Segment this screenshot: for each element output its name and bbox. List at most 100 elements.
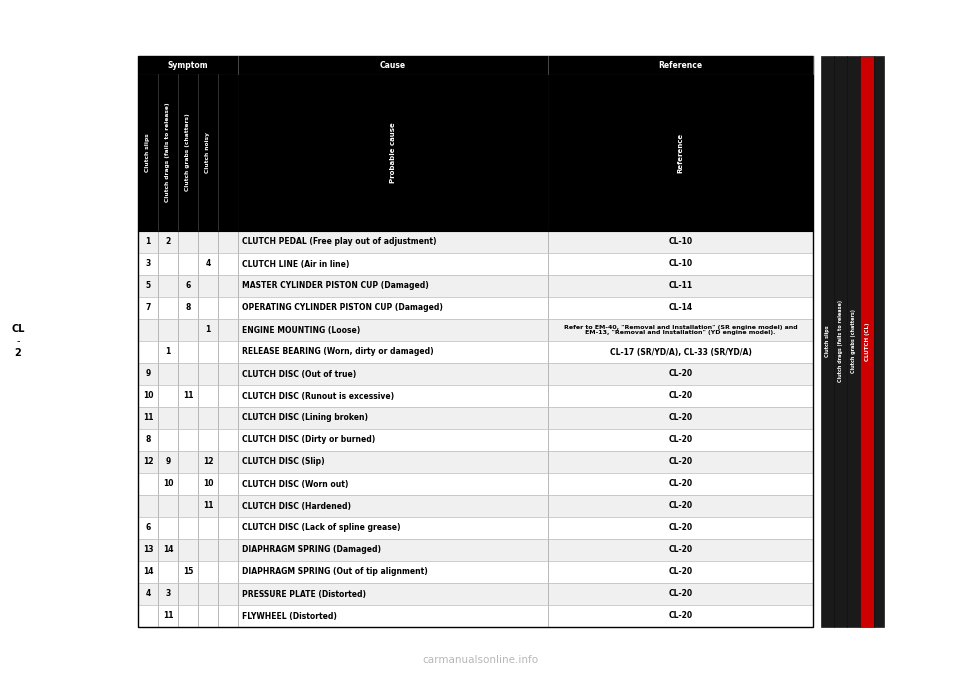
Bar bbox=[238, 363, 548, 385]
Bar bbox=[138, 385, 158, 407]
Text: carmanualsonline.info: carmanualsonline.info bbox=[422, 655, 538, 665]
Bar bbox=[138, 429, 813, 451]
Text: 4: 4 bbox=[145, 589, 151, 599]
Text: FLYWHEEL (Distorted): FLYWHEEL (Distorted) bbox=[242, 612, 337, 620]
Text: CL: CL bbox=[12, 325, 25, 334]
Bar bbox=[548, 407, 813, 429]
Bar bbox=[218, 231, 238, 253]
Text: CL-20: CL-20 bbox=[668, 458, 692, 466]
Bar bbox=[138, 56, 813, 74]
Bar bbox=[548, 429, 813, 451]
Text: 3: 3 bbox=[145, 260, 151, 268]
Text: CLUTCH DISC (Lack of spline grease): CLUTCH DISC (Lack of spline grease) bbox=[242, 523, 400, 532]
Text: CL-20: CL-20 bbox=[668, 523, 692, 532]
Bar bbox=[218, 495, 238, 517]
Text: CL-20: CL-20 bbox=[668, 502, 692, 511]
Bar bbox=[874, 56, 884, 627]
Text: 4: 4 bbox=[205, 260, 210, 268]
Text: CL-20: CL-20 bbox=[668, 414, 692, 422]
Bar bbox=[138, 495, 158, 517]
Bar bbox=[178, 363, 198, 385]
Bar bbox=[198, 605, 218, 627]
Bar bbox=[238, 605, 548, 627]
Bar bbox=[198, 341, 218, 363]
Text: CLUTCH PEDAL (Free play out of adjustment): CLUTCH PEDAL (Free play out of adjustmen… bbox=[242, 237, 437, 247]
Bar bbox=[138, 583, 158, 605]
Bar bbox=[218, 407, 238, 429]
Bar bbox=[158, 275, 178, 297]
Bar bbox=[218, 473, 238, 495]
Bar bbox=[548, 451, 813, 473]
Bar bbox=[238, 517, 548, 539]
Bar bbox=[198, 297, 218, 319]
Bar bbox=[548, 363, 813, 385]
Bar bbox=[138, 319, 813, 341]
Text: 1: 1 bbox=[165, 348, 171, 357]
Bar bbox=[138, 231, 813, 253]
Bar bbox=[238, 385, 548, 407]
Bar bbox=[238, 583, 548, 605]
Text: CL-10: CL-10 bbox=[668, 237, 692, 247]
Bar bbox=[238, 253, 548, 275]
Bar bbox=[178, 495, 198, 517]
Bar bbox=[238, 495, 548, 517]
Bar bbox=[138, 275, 813, 297]
Text: CLUTCH DISC (Out of true): CLUTCH DISC (Out of true) bbox=[242, 370, 356, 378]
Text: CLUTCH DISC (Runout is excessive): CLUTCH DISC (Runout is excessive) bbox=[242, 391, 395, 401]
Bar bbox=[138, 605, 158, 627]
Text: 2: 2 bbox=[14, 348, 21, 359]
Text: CL-20: CL-20 bbox=[668, 612, 692, 620]
Text: CL-20: CL-20 bbox=[668, 391, 692, 401]
Bar bbox=[178, 253, 198, 275]
Bar bbox=[178, 429, 198, 451]
Text: PRESSURE PLATE (Distorted): PRESSURE PLATE (Distorted) bbox=[242, 589, 366, 599]
Text: CLUTCH DISC (Slip): CLUTCH DISC (Slip) bbox=[242, 458, 324, 466]
Bar bbox=[138, 231, 158, 253]
Bar bbox=[158, 561, 178, 583]
Text: Reference: Reference bbox=[659, 60, 703, 70]
Text: Cause: Cause bbox=[380, 60, 406, 70]
Text: CL-11: CL-11 bbox=[668, 281, 692, 290]
Bar bbox=[198, 473, 218, 495]
Text: Clutch slips: Clutch slips bbox=[825, 325, 830, 357]
Text: 6: 6 bbox=[185, 281, 191, 290]
Bar bbox=[158, 341, 178, 363]
Bar bbox=[178, 605, 198, 627]
Bar bbox=[158, 583, 178, 605]
Bar bbox=[218, 275, 238, 297]
Bar bbox=[138, 341, 158, 363]
Bar bbox=[218, 583, 238, 605]
Text: 14: 14 bbox=[163, 546, 173, 555]
Bar bbox=[198, 539, 218, 561]
Text: MASTER CYLINDER PISTON CUP (Damaged): MASTER CYLINDER PISTON CUP (Damaged) bbox=[242, 281, 429, 290]
Text: Clutch grabs (chatters): Clutch grabs (chatters) bbox=[185, 114, 190, 191]
Bar bbox=[548, 275, 813, 297]
Bar bbox=[138, 561, 158, 583]
Text: OPERATING CYLINDER PISTON CUP (Damaged): OPERATING CYLINDER PISTON CUP (Damaged) bbox=[242, 304, 443, 313]
Bar bbox=[198, 561, 218, 583]
Text: 2: 2 bbox=[165, 237, 171, 247]
Bar bbox=[238, 231, 548, 253]
Bar bbox=[178, 473, 198, 495]
Bar bbox=[548, 385, 813, 407]
Bar bbox=[238, 319, 548, 341]
Text: 1: 1 bbox=[145, 237, 151, 247]
Bar bbox=[138, 451, 813, 473]
Text: CLUTCH DISC (Dirty or burned): CLUTCH DISC (Dirty or burned) bbox=[242, 435, 375, 445]
Bar bbox=[218, 517, 238, 539]
Bar bbox=[138, 297, 158, 319]
Bar bbox=[158, 319, 178, 341]
Text: CL-20: CL-20 bbox=[668, 589, 692, 599]
Text: CL-20: CL-20 bbox=[668, 435, 692, 445]
Bar bbox=[548, 605, 813, 627]
Bar bbox=[198, 451, 218, 473]
Text: 8: 8 bbox=[185, 304, 191, 313]
Bar bbox=[198, 583, 218, 605]
Bar bbox=[138, 319, 158, 341]
Bar bbox=[178, 539, 198, 561]
Text: CL-20: CL-20 bbox=[668, 567, 692, 576]
Bar bbox=[178, 297, 198, 319]
Bar bbox=[178, 407, 198, 429]
Bar bbox=[198, 407, 218, 429]
Bar bbox=[218, 319, 238, 341]
